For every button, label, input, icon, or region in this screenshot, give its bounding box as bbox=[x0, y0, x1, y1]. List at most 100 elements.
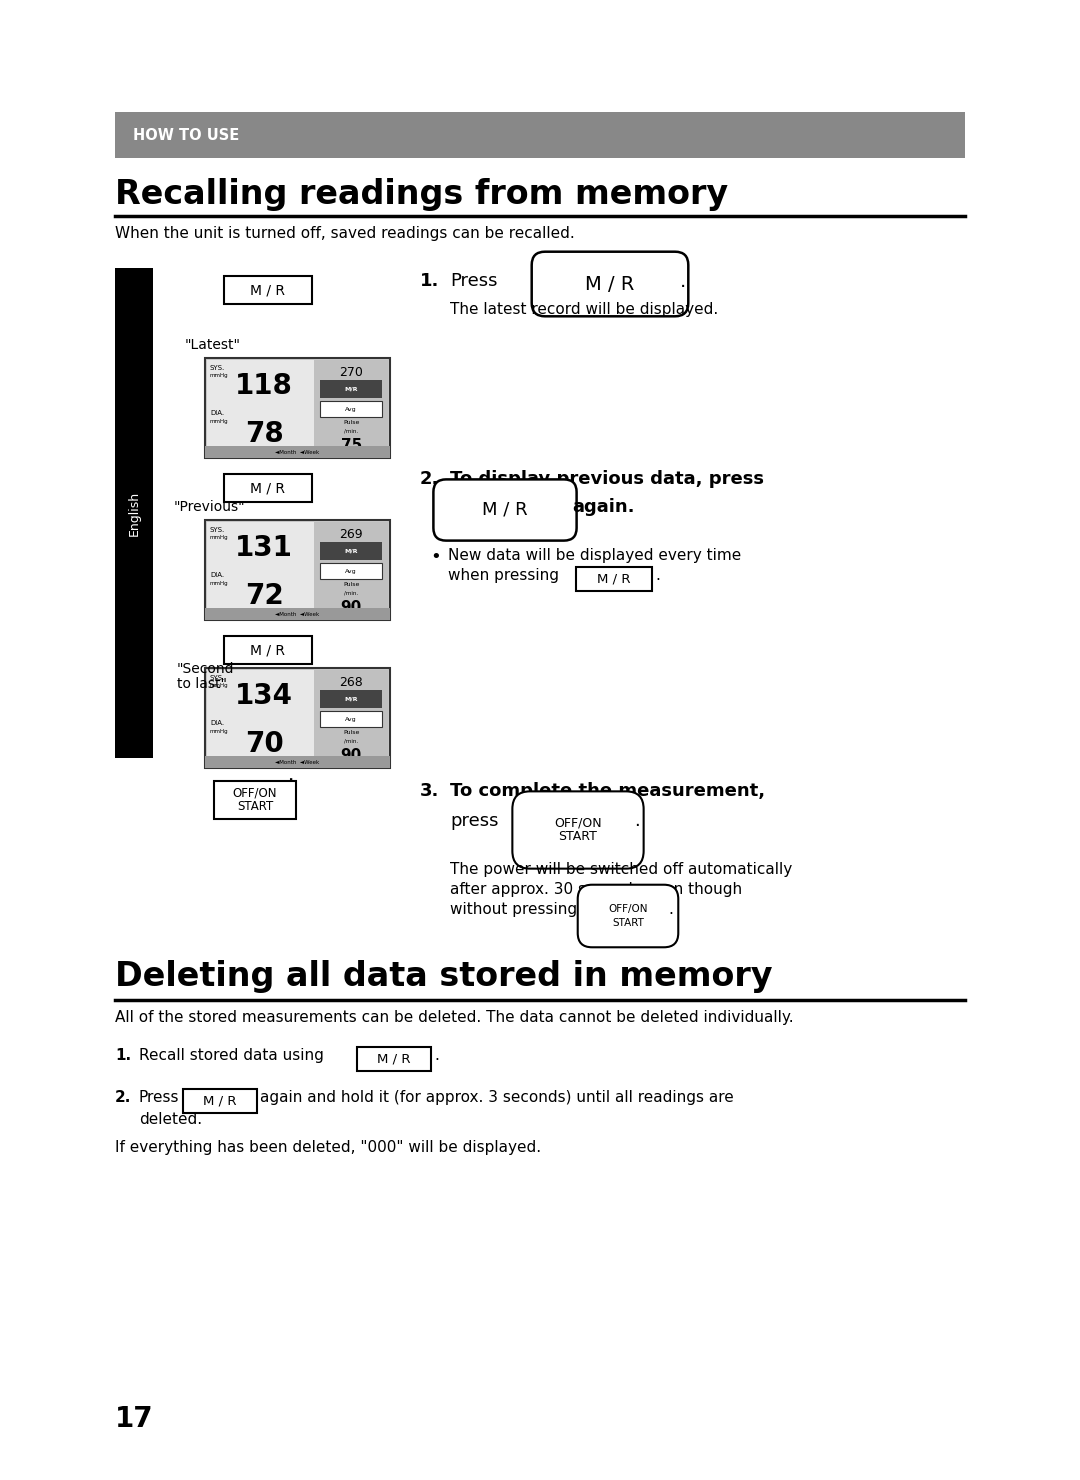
Bar bbox=[314, 522, 388, 619]
Text: SYS.: SYS. bbox=[210, 366, 226, 371]
Bar bbox=[224, 275, 312, 303]
Text: ⋮: ⋮ bbox=[279, 778, 301, 798]
Text: M / R: M / R bbox=[597, 573, 631, 586]
Text: press: press bbox=[450, 813, 499, 830]
Bar bbox=[207, 360, 314, 456]
Text: 1.: 1. bbox=[114, 1048, 131, 1063]
Text: "Second: "Second bbox=[177, 662, 234, 676]
Text: deleted.: deleted. bbox=[139, 1111, 202, 1126]
Text: "Previous": "Previous" bbox=[174, 500, 245, 514]
Text: Pulse: Pulse bbox=[343, 583, 360, 588]
Text: START: START bbox=[237, 801, 273, 814]
Text: 78: 78 bbox=[245, 420, 283, 448]
Bar bbox=[576, 567, 652, 591]
Text: 17: 17 bbox=[114, 1405, 153, 1433]
Bar bbox=[183, 1089, 257, 1113]
Text: START: START bbox=[558, 830, 597, 844]
Text: M / R: M / R bbox=[377, 1052, 410, 1066]
Text: 72: 72 bbox=[245, 582, 283, 610]
Text: 269: 269 bbox=[339, 528, 363, 542]
Text: when pressing: when pressing bbox=[448, 568, 559, 583]
Bar bbox=[114, 112, 966, 158]
Bar bbox=[314, 360, 388, 456]
Text: 1.: 1. bbox=[420, 272, 440, 290]
Text: OFF/ON: OFF/ON bbox=[233, 786, 278, 799]
Text: 2.: 2. bbox=[420, 471, 440, 488]
Text: The power will be switched off automatically: The power will be switched off automatic… bbox=[450, 861, 793, 878]
Text: HOW TO USE: HOW TO USE bbox=[133, 127, 240, 142]
Bar bbox=[205, 445, 390, 457]
Text: 70: 70 bbox=[245, 730, 283, 758]
Text: Avg: Avg bbox=[346, 568, 357, 573]
Text: mmHg: mmHg bbox=[210, 580, 229, 586]
Text: M / R: M / R bbox=[482, 502, 528, 519]
Text: mmHg: mmHg bbox=[210, 534, 229, 540]
Text: "Latest": "Latest" bbox=[185, 337, 241, 352]
Text: again and hold it (for approx. 3 seconds) until all readings are: again and hold it (for approx. 3 seconds… bbox=[260, 1089, 733, 1106]
Text: To display previous data, press: To display previous data, press bbox=[450, 471, 764, 488]
Bar bbox=[205, 358, 390, 457]
Text: mmHg: mmHg bbox=[210, 682, 229, 688]
Text: ◄Month  ◄Week: ◄Month ◄Week bbox=[275, 611, 320, 617]
Text: To complete the measurement,: To complete the measurement, bbox=[450, 781, 765, 801]
Text: DIA.: DIA. bbox=[210, 571, 225, 579]
Text: 90: 90 bbox=[340, 599, 362, 614]
Text: All of the stored measurements can be deleted. The data cannot be deleted indivi: All of the stored measurements can be de… bbox=[114, 1009, 794, 1026]
Text: .: . bbox=[434, 1048, 438, 1063]
Bar bbox=[114, 268, 153, 758]
FancyBboxPatch shape bbox=[578, 885, 678, 947]
Text: /min.: /min. bbox=[345, 739, 359, 743]
Bar bbox=[207, 522, 314, 619]
Bar bbox=[320, 380, 382, 398]
Bar bbox=[214, 781, 296, 818]
Text: SYS.: SYS. bbox=[210, 675, 226, 681]
Text: 75: 75 bbox=[340, 438, 362, 453]
Text: Recalling readings from memory: Recalling readings from memory bbox=[114, 178, 728, 212]
Text: .: . bbox=[680, 272, 686, 292]
Bar bbox=[320, 690, 382, 707]
Text: to last": to last" bbox=[177, 676, 227, 691]
Bar bbox=[205, 756, 390, 768]
Text: 268: 268 bbox=[339, 676, 363, 690]
Text: after approx. 30 seconds even though: after approx. 30 seconds even though bbox=[450, 882, 742, 897]
Bar bbox=[314, 670, 388, 767]
Text: START: START bbox=[612, 918, 644, 928]
Text: Deleting all data stored in memory: Deleting all data stored in memory bbox=[114, 961, 772, 993]
Text: Pulse: Pulse bbox=[343, 731, 360, 736]
Text: /min.: /min. bbox=[345, 591, 359, 595]
Text: M / R: M / R bbox=[251, 481, 285, 494]
Text: The latest record will be displayed.: The latest record will be displayed. bbox=[450, 302, 718, 317]
Bar bbox=[320, 562, 382, 579]
Text: 134: 134 bbox=[235, 682, 293, 710]
Bar bbox=[224, 474, 312, 502]
Bar bbox=[357, 1046, 431, 1072]
Text: DIA.: DIA. bbox=[210, 410, 225, 416]
Bar bbox=[320, 542, 382, 559]
Text: Avg: Avg bbox=[346, 407, 357, 411]
Text: DIA.: DIA. bbox=[210, 719, 225, 727]
Bar bbox=[205, 667, 390, 768]
Text: 118: 118 bbox=[235, 371, 293, 400]
Text: English: English bbox=[127, 490, 140, 536]
Text: .: . bbox=[634, 813, 639, 830]
Text: M / R: M / R bbox=[251, 642, 285, 657]
Text: 270: 270 bbox=[339, 367, 363, 379]
Text: .: . bbox=[669, 901, 673, 918]
Text: 2.: 2. bbox=[114, 1089, 132, 1106]
Text: 131: 131 bbox=[235, 534, 293, 562]
Text: OFF/ON: OFF/ON bbox=[608, 904, 648, 915]
Text: 90: 90 bbox=[340, 747, 362, 762]
Text: Press: Press bbox=[450, 272, 498, 290]
Text: •: • bbox=[430, 548, 441, 565]
Text: SYS.: SYS. bbox=[210, 527, 226, 533]
Text: M/R: M/R bbox=[345, 386, 357, 392]
Text: OFF/ON: OFF/ON bbox=[554, 817, 602, 829]
Text: M / R: M / R bbox=[251, 283, 285, 297]
Text: Avg: Avg bbox=[346, 716, 357, 721]
Text: without pressing: without pressing bbox=[450, 901, 577, 918]
FancyBboxPatch shape bbox=[512, 792, 644, 869]
Text: again.: again. bbox=[572, 497, 635, 517]
Text: Pulse: Pulse bbox=[343, 420, 360, 426]
Text: New data will be displayed every time: New data will be displayed every time bbox=[448, 548, 741, 562]
Text: M/R: M/R bbox=[345, 549, 357, 554]
